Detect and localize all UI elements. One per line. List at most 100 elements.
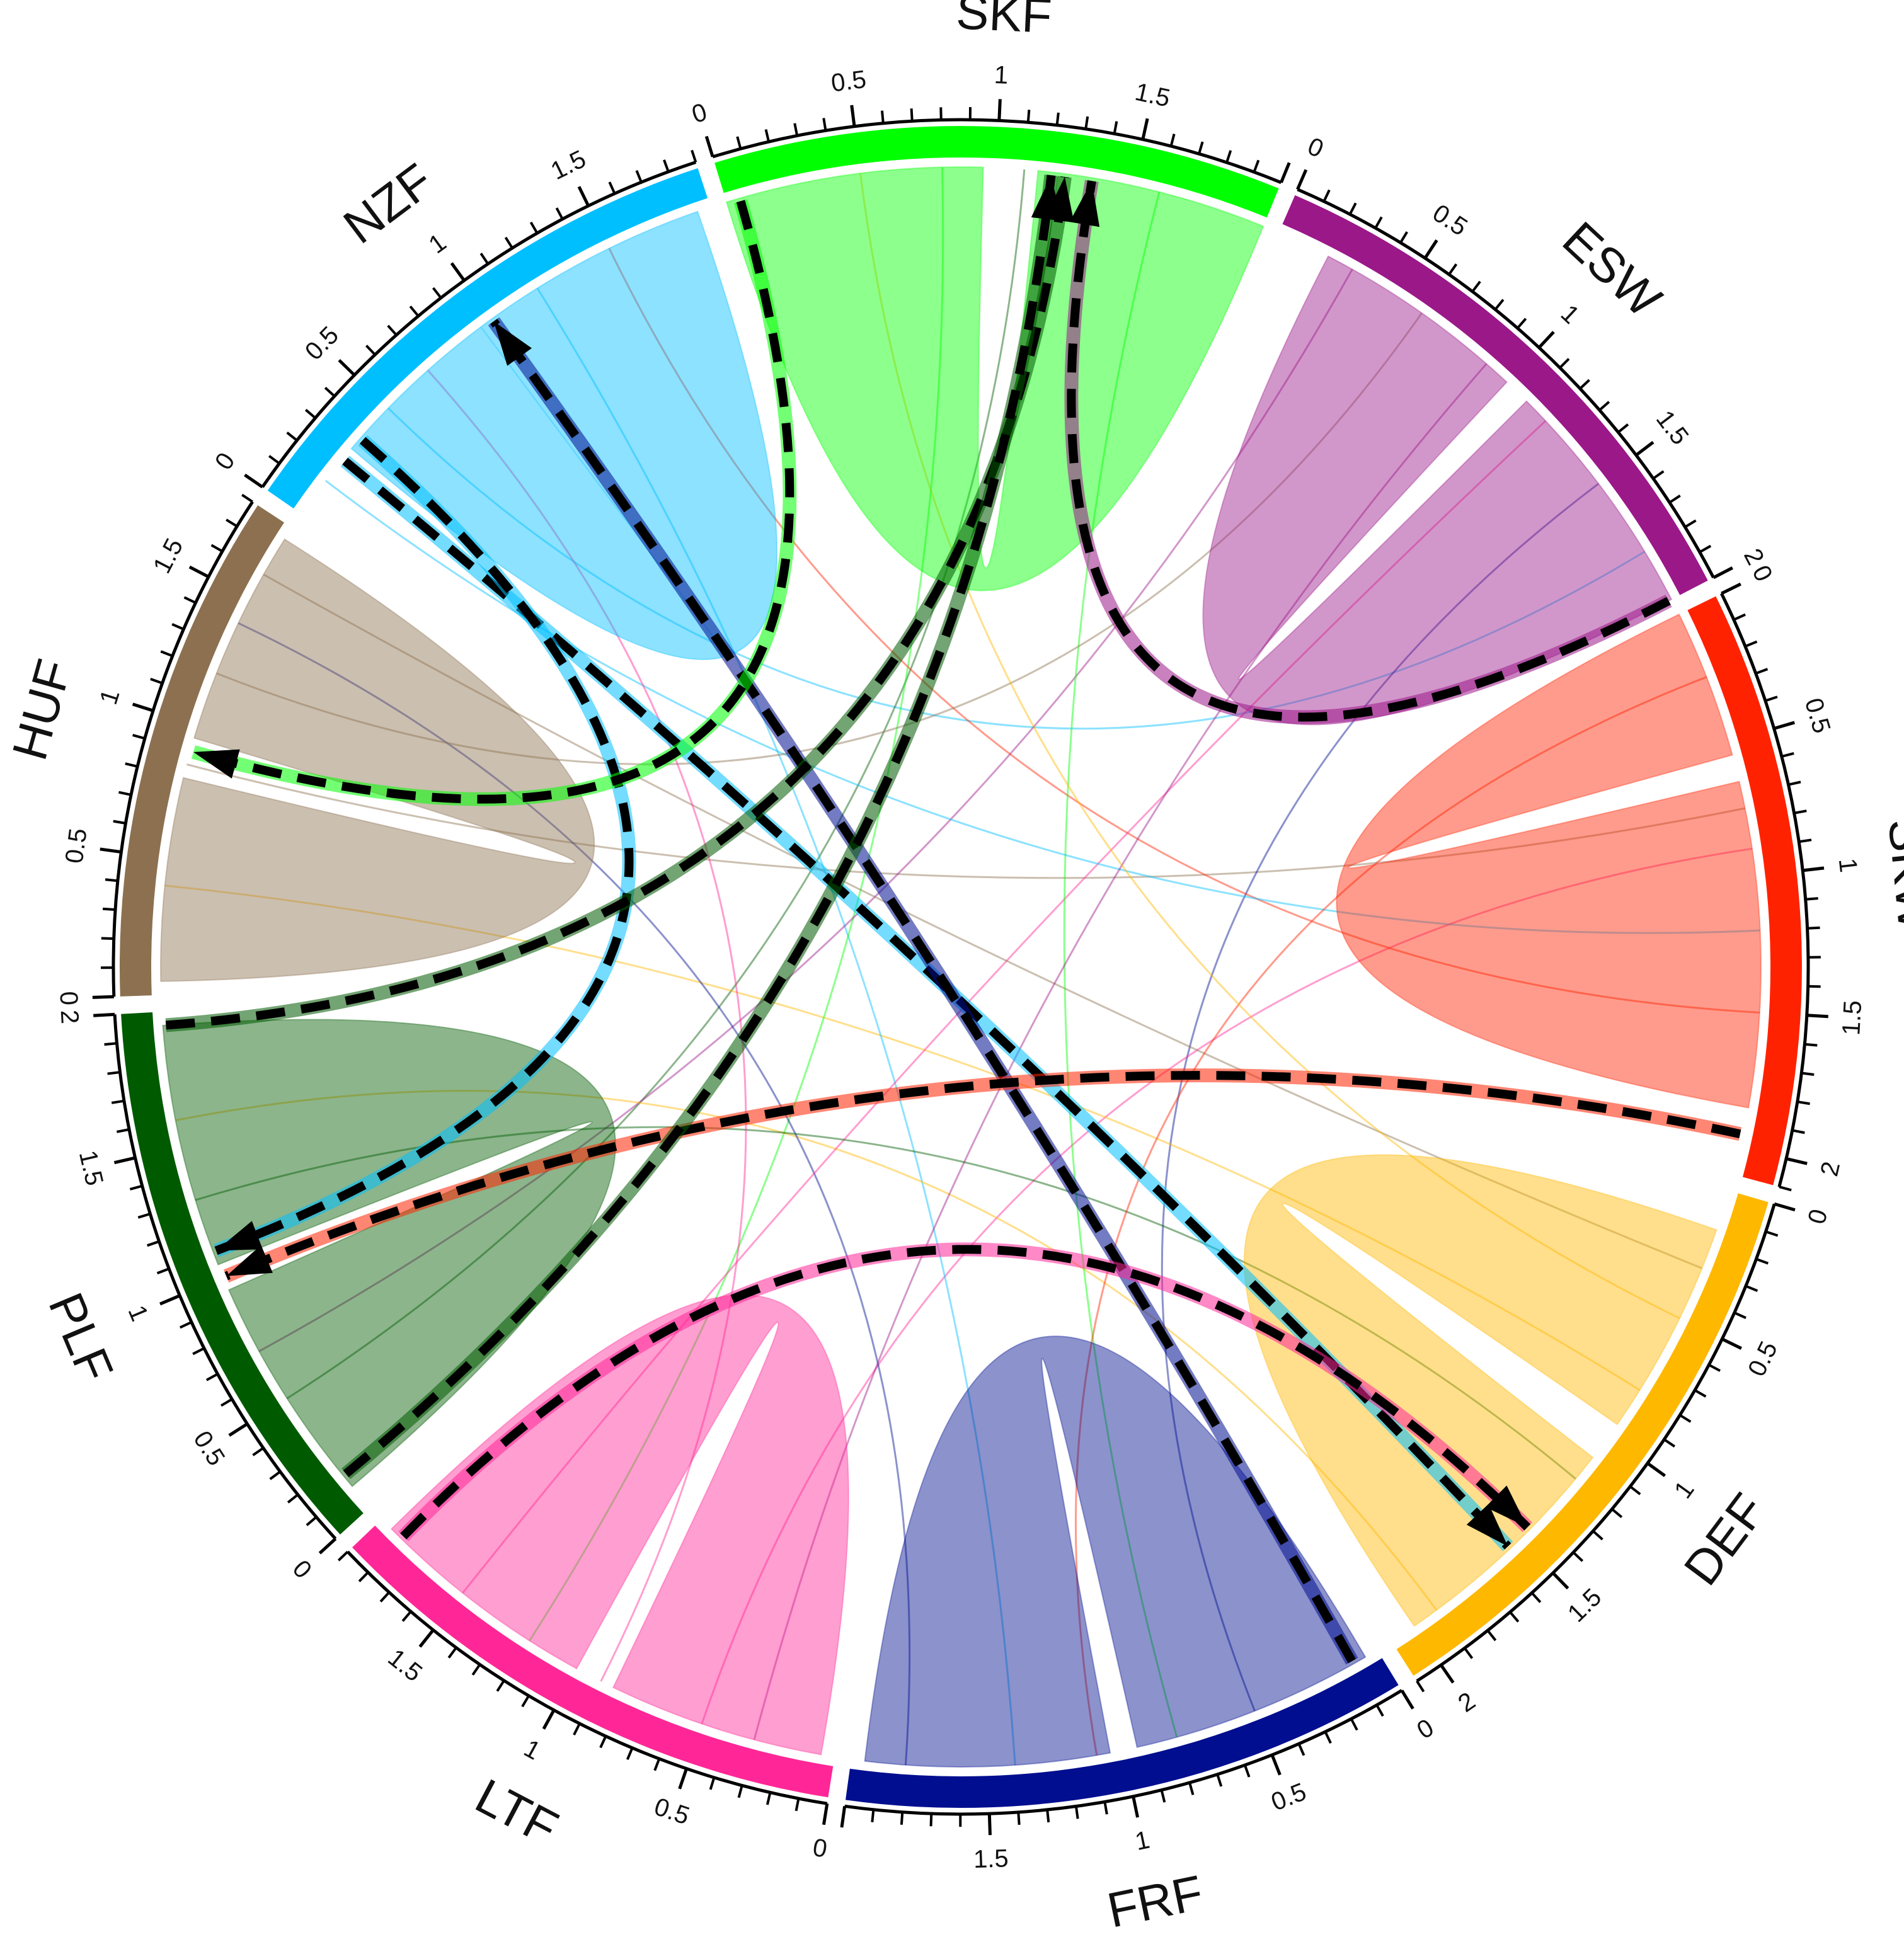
arrowhead-skf bbox=[1031, 175, 1062, 221]
minor-tick bbox=[1198, 141, 1204, 154]
minor-tick bbox=[1225, 150, 1232, 163]
tick-label: 1 bbox=[1833, 857, 1862, 874]
minor-tick bbox=[1699, 544, 1712, 554]
thin-link-skw-frf bbox=[1075, 676, 1707, 1756]
minor-tick bbox=[1807, 926, 1820, 930]
major-tick bbox=[1635, 440, 1655, 457]
minor-tick bbox=[183, 596, 197, 604]
axis-line bbox=[261, 161, 697, 488]
minor-tick bbox=[764, 129, 771, 142]
major-tick bbox=[93, 1012, 115, 1017]
sector-label-skw: SKW bbox=[1878, 816, 1904, 934]
major-tick bbox=[450, 262, 466, 282]
minor-tick bbox=[1679, 1414, 1692, 1423]
sector-bar-huf bbox=[119, 505, 284, 997]
minor-tick bbox=[1216, 1774, 1223, 1787]
minor-tick bbox=[324, 387, 336, 397]
tick-label: 1.5 bbox=[547, 145, 590, 185]
minor-tick bbox=[102, 907, 116, 911]
major-tick bbox=[100, 847, 122, 854]
minor-tick bbox=[504, 236, 513, 249]
minor-tick bbox=[432, 287, 442, 299]
minor-tick bbox=[156, 1267, 169, 1275]
dashed-arrow-ltf-def bbox=[400, 1245, 1531, 1540]
minor-tick bbox=[129, 1184, 143, 1191]
minor-tick bbox=[1517, 317, 1527, 329]
axis-line bbox=[712, 118, 1282, 185]
minor-tick bbox=[1113, 121, 1118, 134]
axis-line bbox=[1720, 592, 1810, 1187]
minor-tick bbox=[146, 1240, 160, 1247]
thin-link-skw-nzf bbox=[608, 248, 1760, 1014]
thin-link-huf-def bbox=[263, 573, 1702, 1269]
major-tick bbox=[1552, 1572, 1569, 1590]
major-tick bbox=[542, 1709, 556, 1730]
minor-tick bbox=[635, 169, 643, 183]
tick-label: 0.5 bbox=[1428, 199, 1472, 241]
major-tick bbox=[1712, 566, 1733, 580]
tick-label: 0 bbox=[1304, 132, 1328, 163]
tick-label: 0.5 bbox=[1268, 1778, 1310, 1816]
minor-tick bbox=[365, 345, 376, 356]
minor-tick bbox=[304, 409, 316, 420]
minor-tick bbox=[573, 1723, 581, 1735]
minor-tick bbox=[1416, 1680, 1425, 1693]
self-link-skf bbox=[725, 166, 1265, 591]
minor-tick bbox=[822, 118, 827, 131]
tick-label: 1.5 bbox=[1132, 78, 1173, 113]
minor-tick bbox=[1348, 202, 1357, 215]
self-links-layer bbox=[160, 166, 1762, 1768]
major-tick bbox=[1786, 1157, 1808, 1165]
minor-tick bbox=[268, 455, 280, 465]
major-tick bbox=[188, 565, 210, 578]
major-tick bbox=[159, 1294, 181, 1306]
axis-line bbox=[1297, 188, 1715, 579]
minor-tick bbox=[737, 1785, 743, 1798]
major-tick bbox=[1400, 1689, 1414, 1710]
arrowhead-def bbox=[1485, 1485, 1528, 1528]
dashed-arrow-frf-nzf bbox=[490, 318, 1356, 1664]
tick-label: 2 bbox=[1815, 1159, 1845, 1179]
major-tick bbox=[577, 186, 590, 207]
minor-tick bbox=[1324, 1731, 1332, 1744]
minor-tick bbox=[1755, 668, 1769, 675]
major-tick bbox=[418, 1628, 435, 1648]
minor-tick bbox=[880, 110, 885, 123]
minor-tick bbox=[1598, 401, 1610, 411]
minor-tick bbox=[1611, 1508, 1623, 1519]
minor-tick bbox=[1160, 1790, 1166, 1803]
tick-label: 0.5 bbox=[188, 1426, 230, 1471]
minor-tick bbox=[1350, 1718, 1358, 1731]
tick-label: 1 bbox=[994, 61, 1009, 89]
minor-tick bbox=[132, 733, 146, 740]
minor-tick bbox=[1629, 1485, 1641, 1495]
minor-tick bbox=[241, 493, 253, 503]
arrowhead-plf bbox=[216, 1221, 263, 1251]
minor-tick bbox=[1169, 134, 1176, 147]
minor-tick bbox=[205, 1373, 219, 1381]
minor-tick bbox=[1055, 112, 1060, 125]
minor-tick bbox=[286, 431, 298, 442]
dashed-arrow-esw-skf bbox=[1067, 180, 1671, 722]
self-link-frf bbox=[864, 1335, 1367, 1768]
minor-tick bbox=[1253, 159, 1260, 173]
major-tick bbox=[997, 99, 1002, 121]
minor-tick bbox=[529, 221, 539, 234]
sector-bar-plf bbox=[121, 1012, 364, 1534]
minor-tick bbox=[1494, 299, 1505, 311]
minor-tick bbox=[1668, 494, 1681, 504]
minor-tick bbox=[179, 1321, 192, 1329]
minor-tick bbox=[358, 1571, 369, 1582]
minor-tick bbox=[387, 324, 398, 336]
self-link-esw bbox=[1202, 255, 1673, 726]
minor-tick bbox=[287, 1494, 299, 1504]
tick-label: 0.5 bbox=[1799, 695, 1836, 736]
thin-link-skf-ltf bbox=[529, 167, 944, 1642]
minor-tick bbox=[1464, 1647, 1474, 1659]
thin-link-skf-frf bbox=[1063, 191, 1178, 1738]
minor-tick bbox=[210, 544, 223, 552]
self-link-skw bbox=[1336, 613, 1762, 1109]
minor-tick bbox=[171, 623, 185, 631]
tick-label: 0.5 bbox=[651, 1793, 693, 1831]
minor-tick bbox=[1733, 613, 1746, 621]
